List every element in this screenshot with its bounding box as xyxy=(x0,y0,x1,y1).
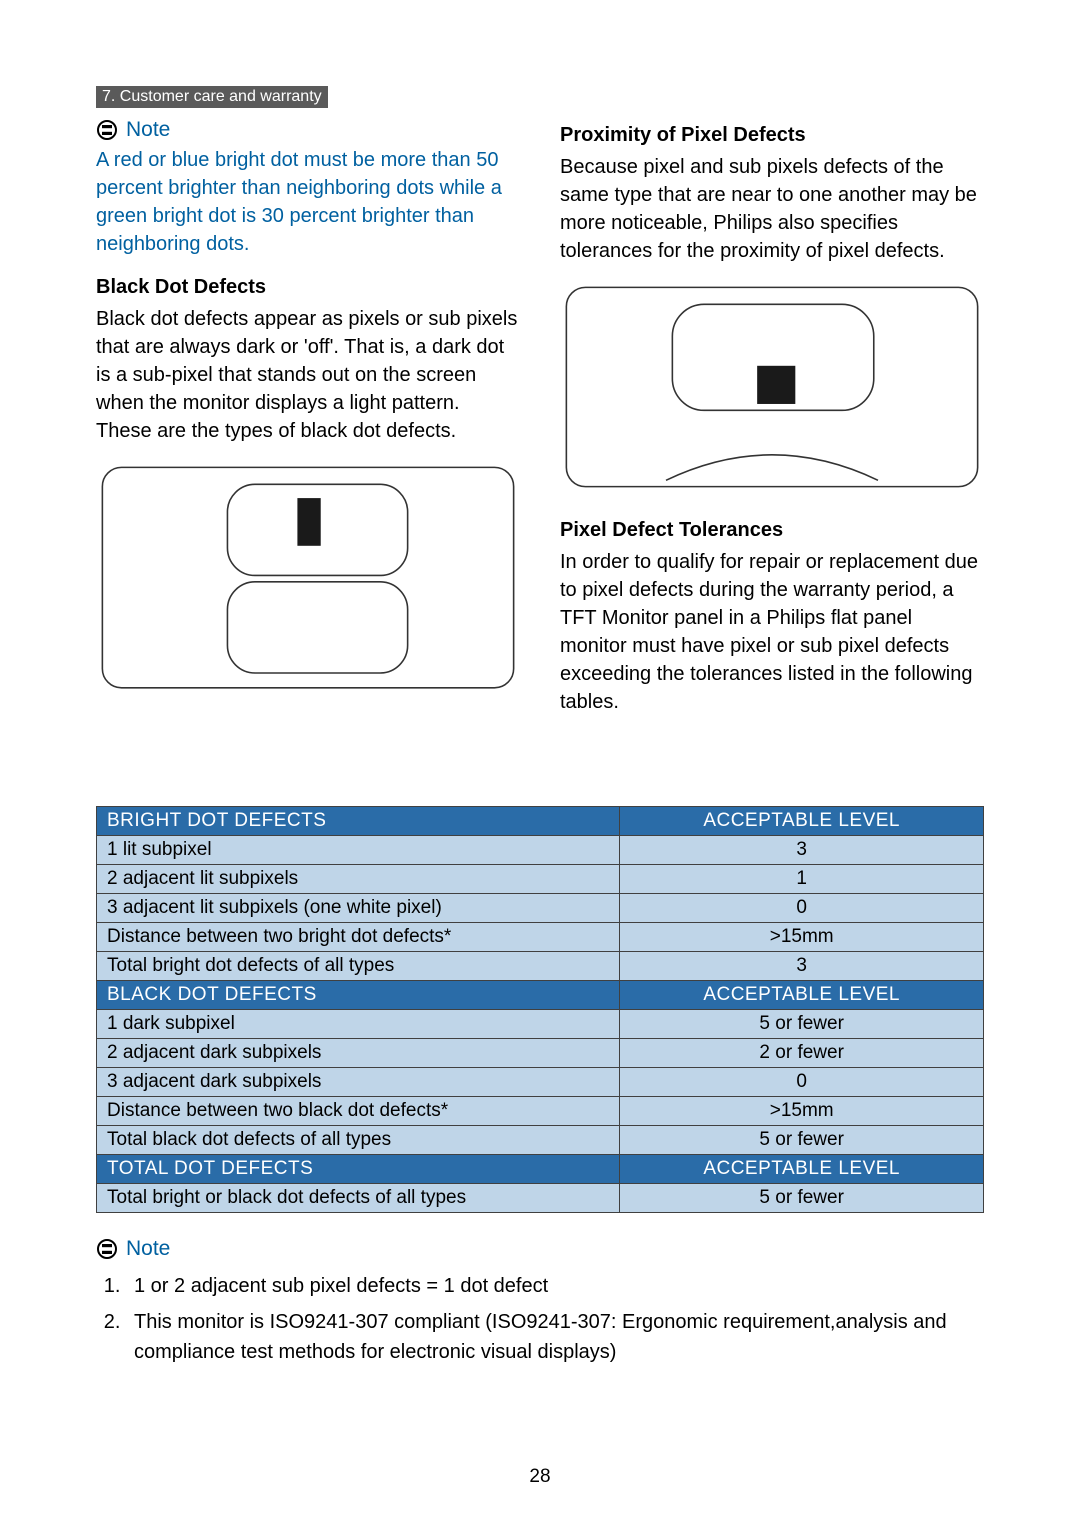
table-header-left: BRIGHT DOT DEFECTS xyxy=(97,807,620,836)
note-text: A red or blue bright dot must be more th… xyxy=(96,146,520,258)
two-column-layout: Note A red or blue bright dot must be mo… xyxy=(96,118,984,732)
table-row: Total bright or black dot defects of all… xyxy=(97,1184,984,1213)
black-dot-diagram xyxy=(96,461,520,694)
tolerance-heading: Pixel Defect Tolerances xyxy=(560,519,984,542)
table-cell-label: Total black dot defects of all types xyxy=(97,1126,620,1155)
note-icon xyxy=(96,1238,118,1260)
table-row: 2 adjacent dark subpixels2 or fewer xyxy=(97,1039,984,1068)
left-column: Note A red or blue bright dot must be mo… xyxy=(96,118,520,732)
proximity-paragraph: Because pixel and sub pixels defects of … xyxy=(560,153,984,265)
table-cell-value: 2 or fewer xyxy=(620,1039,984,1068)
defect-tables: BRIGHT DOT DEFECTSACCEPTABLE LEVEL1 lit … xyxy=(96,806,984,1213)
footer-note-block: Note 1 or 2 adjacent sub pixel defects =… xyxy=(96,1237,984,1367)
table-cell-label: Distance between two bright dot defects* xyxy=(97,923,620,952)
table-cell-value: 0 xyxy=(620,894,984,923)
table-cell-value: 3 xyxy=(620,836,984,865)
table-cell-label: 2 adjacent lit subpixels xyxy=(97,865,620,894)
table-cell-value: 0 xyxy=(620,1068,984,1097)
table-cell-value: 3 xyxy=(620,952,984,981)
table-row: 1 dark subpixel5 or fewer xyxy=(97,1010,984,1039)
defect-tolerance-table: BRIGHT DOT DEFECTSACCEPTABLE LEVEL1 lit … xyxy=(96,806,984,1213)
table-cell-value: >15mm xyxy=(620,1097,984,1126)
table-cell-value: 5 or fewer xyxy=(620,1184,984,1213)
table-cell-label: Distance between two black dot defects* xyxy=(97,1097,620,1126)
table-cell-label: Total bright or black dot defects of all… xyxy=(97,1184,620,1213)
black-dot-heading: Black Dot Defects xyxy=(96,276,520,299)
note-row: Note xyxy=(96,118,520,142)
table-row: Distance between two black dot defects*>… xyxy=(97,1097,984,1126)
table-cell-label: Total bright dot defects of all types xyxy=(97,952,620,981)
table-row: Total black dot defects of all types5 or… xyxy=(97,1126,984,1155)
note-icon xyxy=(96,119,118,141)
page-number: 28 xyxy=(0,1466,1080,1488)
table-row: Total bright dot defects of all types3 xyxy=(97,952,984,981)
table-cell-label: 1 dark subpixel xyxy=(97,1010,620,1039)
footer-note-label: Note xyxy=(126,1237,170,1261)
table-row: Distance between two bright dot defects*… xyxy=(97,923,984,952)
table-row: 3 adjacent lit subpixels (one white pixe… xyxy=(97,894,984,923)
right-column: Proximity of Pixel Defects Because pixel… xyxy=(560,118,984,732)
table-header-right: ACCEPTABLE LEVEL xyxy=(620,807,984,836)
proximity-diagram xyxy=(560,281,984,493)
footer-note-item: 1 or 2 adjacent sub pixel defects = 1 do… xyxy=(126,1271,984,1301)
tolerance-paragraph: In order to qualify for repair or replac… xyxy=(560,548,984,716)
table-cell-value: 5 or fewer xyxy=(620,1010,984,1039)
table-cell-label: 1 lit subpixel xyxy=(97,836,620,865)
table-header-left: TOTAL DOT DEFECTS xyxy=(97,1155,620,1184)
footer-note-list: 1 or 2 adjacent sub pixel defects = 1 do… xyxy=(96,1271,984,1367)
section-header-bar: 7. Customer care and warranty xyxy=(96,86,328,108)
table-cell-value: 5 or fewer xyxy=(620,1126,984,1155)
proximity-heading: Proximity of Pixel Defects xyxy=(560,124,984,147)
table-cell-label: 3 adjacent lit subpixels (one white pixe… xyxy=(97,894,620,923)
table-row: 3 adjacent dark subpixels0 xyxy=(97,1068,984,1097)
table-cell-label: 2 adjacent dark subpixels xyxy=(97,1039,620,1068)
footer-note-item: This monitor is ISO9241-307 compliant (I… xyxy=(126,1307,984,1367)
table-cell-label: 3 adjacent dark subpixels xyxy=(97,1068,620,1097)
table-header-left: BLACK DOT DEFECTS xyxy=(97,981,620,1010)
table-header-right: ACCEPTABLE LEVEL xyxy=(620,1155,984,1184)
table-cell-value: >15mm xyxy=(620,923,984,952)
note-label: Note xyxy=(126,118,170,142)
table-row: 2 adjacent lit subpixels1 xyxy=(97,865,984,894)
table-row: 1 lit subpixel3 xyxy=(97,836,984,865)
black-dot-paragraph: Black dot defects appear as pixels or su… xyxy=(96,305,520,445)
table-cell-value: 1 xyxy=(620,865,984,894)
footer-note-row: Note xyxy=(96,1237,984,1261)
table-header-right: ACCEPTABLE LEVEL xyxy=(620,981,984,1010)
